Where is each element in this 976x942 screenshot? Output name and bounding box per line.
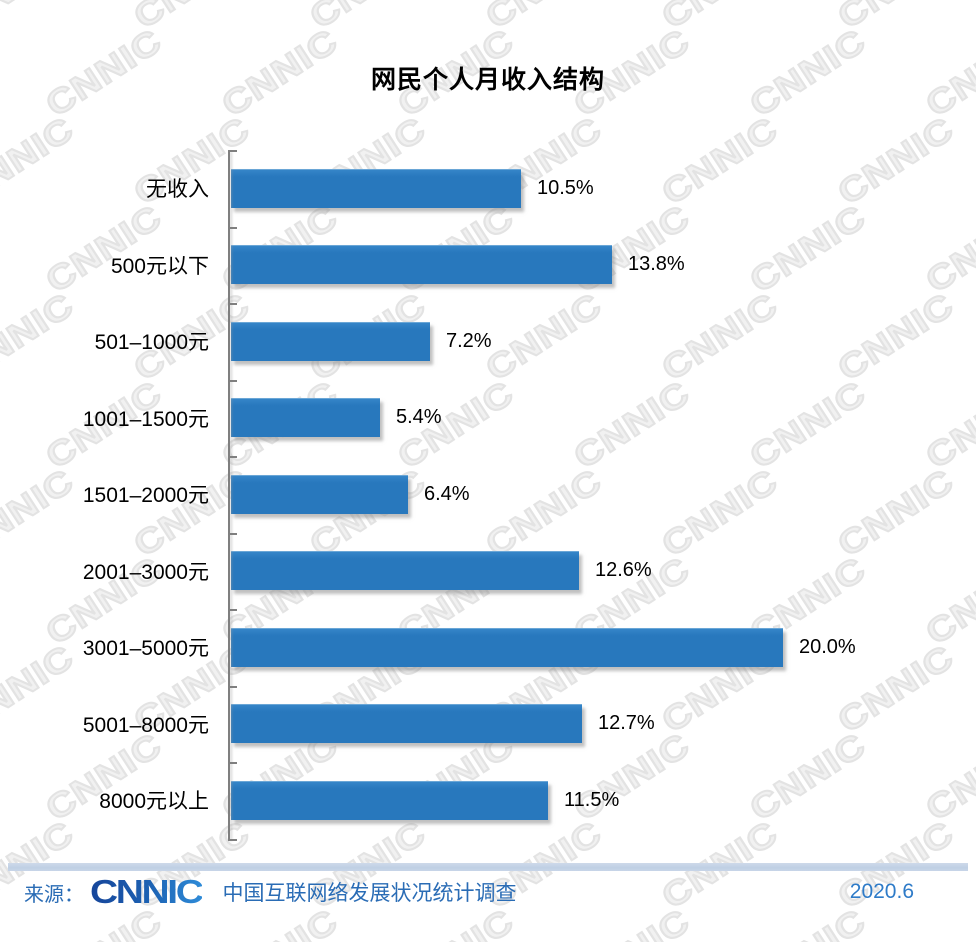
axis-tick — [228, 380, 237, 382]
category-label: 3001–5000元 — [82, 637, 209, 661]
bar — [231, 168, 521, 208]
cnnic-watermark-text: CNNIC — [830, 0, 962, 37]
survey-name-text: 中国互联网络发展状况统计调查 — [222, 882, 517, 905]
cnnic-watermark-text: CNNIC — [302, 0, 434, 37]
chart-title: 网民个人月收入结构 — [370, 66, 605, 94]
report-date: 2020.6 — [849, 880, 914, 903]
category-label: 1501–2000元 — [82, 484, 209, 508]
category-label: 2001–3000元 — [82, 560, 209, 584]
bar — [231, 245, 612, 285]
value-label: 11.5% — [564, 788, 620, 811]
income-bar-chart: 无收入 10.5% 500元以下 13.8% 501–1000元 7.2% 1001–150… — [0, 150, 976, 841]
category-label: 8000元以上 — [99, 790, 209, 814]
footer-divider — [8, 863, 968, 871]
value-label: 13.8% — [628, 253, 685, 276]
axis-tick — [228, 686, 237, 688]
category-label: 无收入 — [146, 178, 209, 202]
bar — [231, 551, 579, 591]
bar-area: 12.6% — [231, 551, 976, 591]
axis-tick — [228, 227, 237, 229]
bar — [231, 398, 380, 438]
cnnic-watermark-text: CNNIC — [126, 0, 258, 37]
chart-row: 1001–1500元 5.4% — [0, 380, 976, 457]
chart-row: 500元以下 13.8% — [0, 227, 976, 304]
bar — [231, 627, 783, 667]
bar-area: 7.2% — [231, 321, 976, 361]
axis-tick — [228, 762, 237, 764]
value-label: 12.6% — [595, 559, 652, 582]
bar-area: 13.8% — [231, 245, 976, 285]
chart-row: 8000元以上 11.5% — [0, 762, 976, 839]
value-label: 7.2% — [446, 329, 492, 352]
axis-tick — [228, 839, 237, 841]
cnnic-watermark-text: CNNIC — [654, 0, 786, 37]
bar-area: 12.7% — [231, 704, 976, 744]
y-axis-line — [228, 150, 230, 839]
value-label: 5.4% — [396, 406, 442, 429]
bar-area: 20.0% — [231, 627, 976, 667]
axis-tick — [228, 609, 237, 611]
footer-source-line: 来源： CNNIC 中国互联网络发展状况统计调查 2020.6 — [0, 871, 976, 913]
chart-row: 1501–2000元 6.4% — [0, 456, 976, 533]
axis-tick — [228, 150, 237, 152]
bar — [231, 321, 430, 361]
chart-rows: 无收入 10.5% 500元以下 13.8% 501–1000元 7.2% 1001–150… — [0, 150, 976, 839]
chart-row: 2001–3000元 12.6% — [0, 533, 976, 610]
axis-tick — [228, 533, 237, 535]
footer: 来源： CNNIC 中国互联网络发展状况统计调查 2020.6 — [0, 863, 976, 913]
bar-area: 6.4% — [231, 474, 976, 514]
value-label: 12.7% — [598, 712, 655, 735]
value-label: 20.0% — [799, 635, 856, 658]
cnnic-watermark-text: CNNIC — [0, 0, 82, 37]
bar — [231, 704, 582, 744]
chart-row: 3001–5000元 20.0% — [0, 609, 976, 686]
value-label: 6.4% — [424, 482, 470, 505]
category-label: 500元以下 — [110, 254, 209, 278]
bar-area: 10.5% — [231, 168, 976, 208]
axis-tick — [228, 456, 237, 458]
bar-area: 11.5% — [231, 780, 976, 820]
bar — [231, 780, 548, 820]
bar — [231, 474, 408, 514]
value-label: 10.5% — [537, 176, 594, 199]
cnnic-watermark-text: CNNIC — [478, 0, 610, 37]
category-label: 501–1000元 — [94, 331, 209, 355]
cnnic-logo: CNNIC — [90, 873, 204, 910]
bar-area: 5.4% — [231, 398, 976, 438]
category-label: 1001–1500元 — [82, 407, 209, 431]
category-label: 5001–8000元 — [82, 713, 209, 737]
axis-tick — [228, 303, 237, 305]
chart-row: 501–1000元 7.2% — [0, 303, 976, 380]
chart-row: 5001–8000元 12.7% — [0, 686, 976, 763]
chart-row: 无收入 10.5% — [0, 150, 976, 227]
source-label: 来源： — [24, 883, 84, 906]
